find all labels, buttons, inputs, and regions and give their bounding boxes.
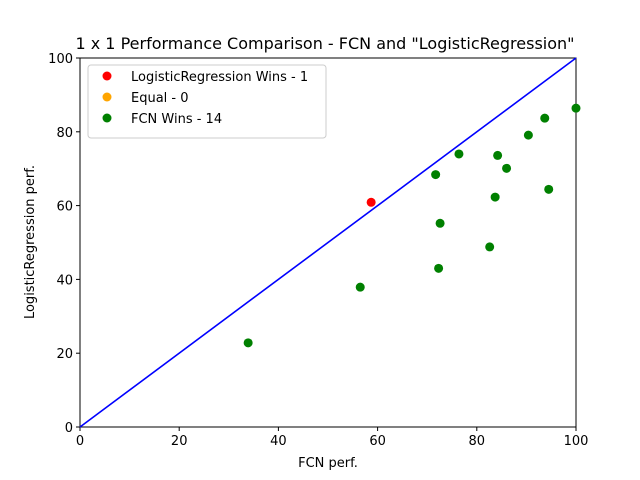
x-tick-label: 60: [369, 434, 386, 449]
data-point: [366, 197, 376, 207]
legend: LogisticRegression Wins - 1 Equal - 0 FCN …: [87, 64, 327, 139]
plot-area: 0 20 40 60 80 100 0 20 40 60 80 100: [48, 52, 588, 449]
diagonal-reference-line: [79, 57, 577, 428]
data-point: [540, 113, 550, 123]
x-tick-label: 40: [270, 434, 287, 449]
data-point: [454, 149, 464, 159]
x-tick-label: 100: [564, 434, 589, 449]
data-point: [523, 130, 533, 140]
x-axis-label: FCN perf.: [298, 456, 358, 471]
x-tick-label: 80: [469, 434, 486, 449]
data-point: [435, 218, 445, 228]
data-point: [355, 282, 365, 292]
y-tick-label: 60: [56, 200, 73, 215]
data-point: [243, 338, 253, 348]
y-tick-label: 20: [56, 347, 73, 362]
axes-frame: [79, 57, 577, 428]
y-tick-label: 40: [56, 273, 73, 288]
data-point: [571, 103, 581, 113]
legend-marker: [102, 113, 112, 123]
data-point: [485, 242, 495, 252]
y-tick-label: 80: [56, 126, 73, 141]
y-axis-label: LogisticRegression perf.: [23, 165, 38, 319]
y-tick-label: 100: [48, 52, 73, 67]
data-point: [431, 170, 441, 180]
x-tick-label: 20: [171, 434, 188, 449]
y-tick-label: 0: [65, 421, 73, 436]
legend-label: LogisticRegression Wins - 1: [131, 70, 308, 85]
data-point: [493, 150, 503, 160]
legend-label: FCN Wins - 14: [131, 112, 222, 127]
data-point: [502, 163, 512, 173]
data-point: [434, 263, 444, 273]
data-point: [490, 192, 500, 202]
legend-marker: [102, 71, 112, 81]
legend-label: Equal - 0: [131, 91, 189, 106]
chart-title: 1 x 1 Performance Comparison - FCN and "…: [75, 34, 574, 53]
legend-marker: [102, 92, 112, 102]
legend-box: [87, 64, 327, 139]
x-tick-label: 0: [76, 434, 84, 449]
data-point: [544, 184, 554, 194]
